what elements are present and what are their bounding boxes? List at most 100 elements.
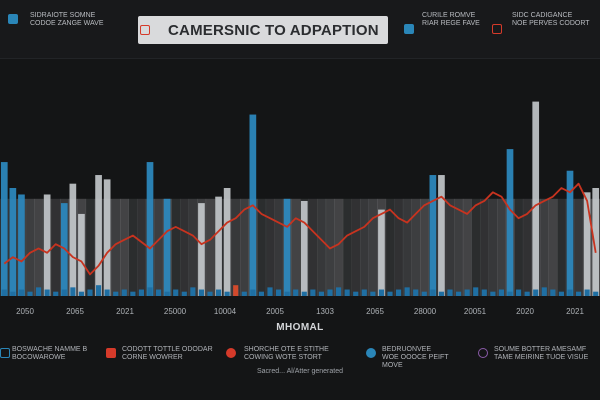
baseline-bar bbox=[464, 289, 470, 296]
light-bar bbox=[69, 183, 77, 296]
legend-item-1-line1: CODOTT TOTTLE ODODAR bbox=[122, 346, 213, 353]
band-bar bbox=[85, 198, 95, 296]
baseline-bar bbox=[147, 287, 153, 296]
band-bar bbox=[128, 198, 138, 296]
baseline-bar bbox=[250, 289, 256, 296]
baseline-bar bbox=[533, 289, 539, 296]
legend-item-0: BOSWACHE NAMME B BOCOWAROWE bbox=[12, 346, 87, 362]
x-tick-label: 2020 bbox=[516, 307, 534, 316]
band-bar bbox=[420, 198, 429, 296]
light-bar bbox=[215, 196, 222, 296]
baseline-bar bbox=[550, 289, 556, 296]
light-bar bbox=[378, 209, 385, 296]
baseline-bar bbox=[156, 289, 162, 296]
x-tick-label: 1303 bbox=[316, 307, 334, 316]
x-tick-label: 2021 bbox=[566, 307, 584, 316]
bar-chart-icon[interactable] bbox=[0, 348, 10, 358]
baseline-bar bbox=[121, 289, 127, 296]
baseline-bar bbox=[1, 289, 7, 296]
baseline-bar bbox=[293, 289, 299, 296]
baseline-bar bbox=[558, 291, 564, 296]
band-bar bbox=[51, 198, 61, 296]
baseline-bar bbox=[524, 291, 530, 296]
circle-icon[interactable] bbox=[366, 348, 376, 358]
baseline-bar bbox=[344, 289, 350, 296]
header-item-3-line1: SIDC CADIGANCE bbox=[512, 12, 573, 19]
calendar-icon[interactable] bbox=[492, 24, 502, 34]
blue-bar bbox=[163, 198, 171, 296]
light-bar bbox=[438, 175, 445, 296]
band-bar bbox=[205, 198, 215, 296]
baseline-bar bbox=[164, 291, 170, 296]
baseline-bar bbox=[438, 291, 444, 296]
x-tick-label: 2005 bbox=[266, 307, 284, 316]
baseline-bar bbox=[481, 289, 487, 296]
band-bar bbox=[522, 198, 532, 296]
rocket-icon[interactable] bbox=[226, 348, 236, 358]
legend-item-4-line1: SOUME BOTTER AMESAMF bbox=[494, 346, 587, 353]
band-bar bbox=[471, 198, 481, 296]
band-bar bbox=[120, 198, 129, 296]
baseline-bar bbox=[138, 289, 144, 296]
x-axis-title: MHOMAL bbox=[276, 322, 324, 333]
baseline-bar bbox=[276, 289, 282, 296]
x-tick-label: 2065 bbox=[366, 307, 384, 316]
blue-bar bbox=[146, 162, 154, 296]
legend-item-3: BEDRUONVEE WOE OOOCE PEIFT MOVE bbox=[382, 346, 449, 370]
tv-icon[interactable] bbox=[140, 25, 150, 35]
baseline-bar bbox=[404, 287, 410, 296]
header-item-0-line2: CODOE ZANGE WAVE bbox=[30, 20, 104, 27]
band-bar bbox=[480, 198, 489, 296]
band-bar bbox=[368, 198, 378, 296]
legend-item-3-line3: MOVE bbox=[382, 362, 403, 369]
ring-icon[interactable] bbox=[478, 348, 488, 358]
baseline-bar bbox=[336, 287, 342, 296]
band-bar bbox=[497, 198, 507, 296]
light-bar bbox=[532, 101, 540, 296]
baseline-bar bbox=[61, 289, 67, 296]
legend-item-4-line2: TAME MEIRINE TUOE VISUE bbox=[494, 354, 589, 361]
red-line-series bbox=[3, 182, 597, 276]
blue-bar bbox=[283, 198, 291, 296]
header-item-2-line1: CURILE ROMVE bbox=[422, 12, 476, 19]
header-bar: SIDRAIOTE SOMNE CODOE ZANGE WAVE CAMERSN… bbox=[0, 0, 600, 59]
house-icon[interactable] bbox=[8, 14, 18, 24]
baseline-bar bbox=[541, 287, 547, 296]
band-bar bbox=[137, 198, 147, 296]
band-bar bbox=[557, 198, 567, 296]
baseline-bar bbox=[10, 291, 16, 296]
baseline-bar bbox=[576, 291, 582, 296]
baseline-bar bbox=[498, 289, 504, 296]
band-bar bbox=[240, 198, 249, 296]
baseline-bar bbox=[284, 291, 290, 296]
header-item-0: SIDRAIOTE SOMNE CODOE ZANGE WAVE bbox=[30, 12, 104, 28]
baseline-bar bbox=[224, 291, 230, 296]
x-tick-label: 20051 bbox=[464, 307, 487, 316]
baseline-bar bbox=[198, 289, 204, 296]
baseline-bar bbox=[413, 289, 419, 296]
legend: BOSWACHE NAMME B BOCOWAROWE CODOTT TOTTL… bbox=[0, 340, 600, 400]
baseline-bar bbox=[207, 291, 213, 296]
baseline-bar bbox=[310, 289, 316, 296]
band-bar bbox=[317, 198, 327, 296]
band-bar bbox=[154, 198, 164, 296]
baseline-bar bbox=[430, 289, 436, 296]
baseline-bar bbox=[318, 291, 324, 296]
blue-bar bbox=[506, 149, 514, 296]
phone-icon[interactable] bbox=[404, 24, 414, 34]
baseline-bar bbox=[87, 289, 93, 296]
blue-bar bbox=[566, 170, 574, 296]
baseline-bar bbox=[36, 287, 42, 296]
band-bar bbox=[231, 198, 241, 296]
baseline-bar bbox=[27, 291, 33, 296]
band-bar bbox=[360, 198, 369, 296]
band-bar bbox=[265, 198, 275, 296]
header-item-3-line2: NOE PERVES CODORT bbox=[512, 20, 590, 27]
band-bar bbox=[462, 198, 472, 296]
baseline-bar bbox=[361, 289, 367, 296]
baseline-bar bbox=[181, 291, 187, 296]
baseline-bar bbox=[70, 287, 76, 296]
tv-icon[interactable] bbox=[106, 348, 116, 358]
legend-item-0-line2: BOCOWAROWE bbox=[12, 354, 66, 361]
title-banner: CAMERSNIC TO ADPAPTION bbox=[138, 16, 388, 44]
